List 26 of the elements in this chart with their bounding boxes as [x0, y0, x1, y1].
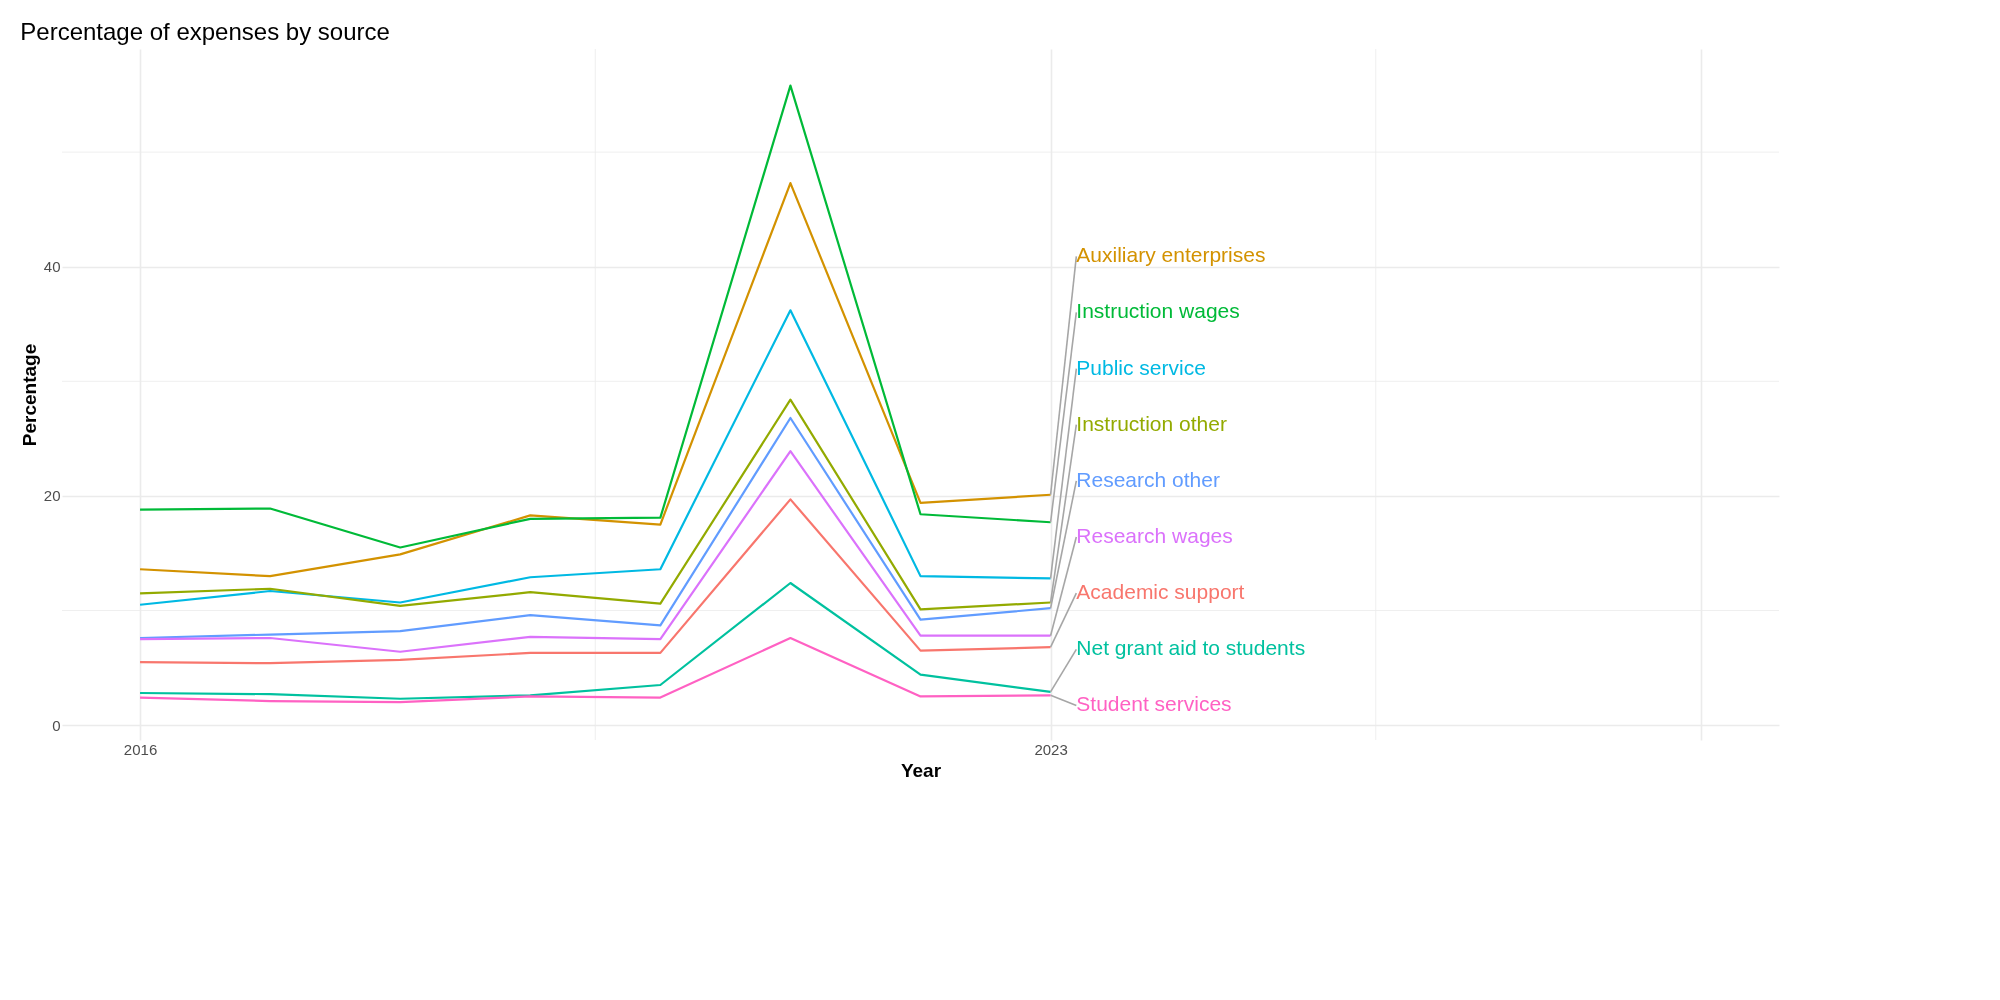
y-axis-title: Percentage: [18, 343, 40, 447]
y-tick-label: 20: [43, 487, 61, 505]
x-axis-title: Year: [900, 759, 942, 781]
text: Instruction wages: [1076, 299, 1240, 323]
line-series: [138, 416, 1052, 640]
line-series: [138, 84, 1052, 549]
text: Research wages: [1076, 524, 1233, 548]
series-label: Net grant aid to students: [1076, 636, 1306, 660]
line-series: [138, 498, 1052, 665]
line-series: [138, 636, 1052, 704]
text: Research other: [1076, 467, 1220, 491]
y-tick-label: 0: [52, 716, 61, 734]
x-tick-label: 2016: [123, 740, 158, 758]
x-tick-label: 2023: [1034, 740, 1068, 758]
line-series: [138, 398, 1052, 611]
text: Auxiliary enterprises: [1076, 243, 1266, 267]
text: Instruction other: [1076, 411, 1227, 435]
line-series: [138, 181, 1052, 578]
line-series: [138, 450, 1052, 653]
line-series: [138, 581, 1052, 700]
chart-title: Percentage of expenses by source: [20, 17, 390, 45]
text: Public service: [1076, 355, 1206, 379]
line-series: [138, 309, 1052, 606]
series-label: Student services: [1076, 692, 1232, 716]
y-tick-label: 40: [43, 258, 61, 276]
text: Academic support: [1076, 580, 1245, 604]
